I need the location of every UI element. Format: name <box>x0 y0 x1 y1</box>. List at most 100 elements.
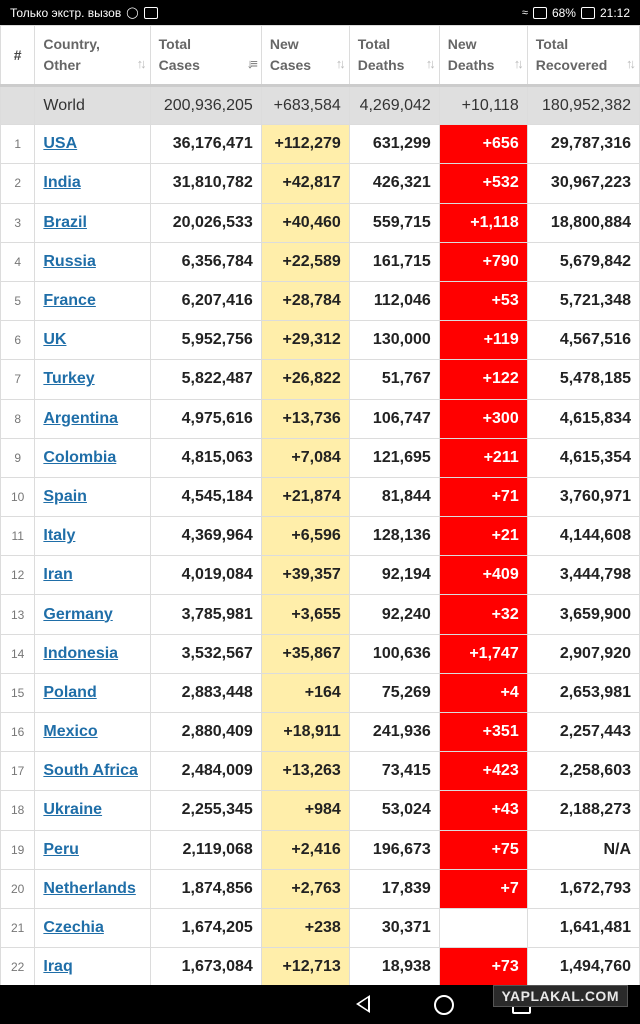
row-rank: 17 <box>0 751 36 792</box>
new-cases-cell: +2,416 <box>260 829 350 870</box>
new-deaths-cell: +43 <box>438 790 528 831</box>
total-recovered-cell: 2,188,273 <box>526 790 640 831</box>
table-row: 6 UK 5,952,756 +29,312 130,000 +119 4,567,516 <box>0 320 640 361</box>
country-cell: France <box>34 280 151 322</box>
new-cases-cell: +12,713 <box>260 947 350 985</box>
country-link[interactable]: Turkey <box>43 370 95 388</box>
row-rank: 1 <box>0 124 36 165</box>
total-deaths-cell: 100,636 <box>348 633 440 674</box>
new-cases-cell: +13,736 <box>260 398 350 439</box>
country-link[interactable]: Netherlands <box>43 879 136 897</box>
row-rank: 3 <box>0 202 36 243</box>
country-name: World <box>34 84 151 126</box>
total-cases-cell: 36,176,471 <box>149 124 262 165</box>
col-header-rank[interactable]: # <box>0 25 36 87</box>
country-link[interactable]: USA <box>43 135 78 153</box>
col-header-new-cases[interactable]: New Cases ↑↓ <box>260 25 350 87</box>
total-cases-cell: 4,815,063 <box>149 437 262 478</box>
country-link[interactable]: Argentina <box>43 409 119 427</box>
total-deaths-cell: 53,024 <box>348 790 440 831</box>
country-link[interactable]: Russia <box>43 252 96 270</box>
row-rank: 14 <box>0 633 36 674</box>
country-link[interactable]: Czechia <box>43 919 104 937</box>
total-recovered-cell: 3,760,971 <box>526 476 640 518</box>
col-header-total-recovered[interactable]: Total Recovered ↑↓ <box>526 25 640 87</box>
sort-desc-icon[interactable]: ↓≡ <box>246 56 258 71</box>
new-deaths-cell: +122 <box>438 359 528 400</box>
table-row: 10 Spain 4,545,184 +21,874 81,844 +71 3,760,97… <box>0 476 640 518</box>
country-link[interactable]: France <box>43 292 96 310</box>
total-cases-cell: 31,810,782 <box>149 163 262 204</box>
row-rank: 9 <box>0 437 36 478</box>
total-deaths-cell: 426,321 <box>348 163 440 204</box>
total-recovered-cell: 4,615,834 <box>526 398 640 439</box>
new-deaths-cell: +656 <box>438 124 528 165</box>
total-recovered-cell: 5,478,185 <box>526 359 640 400</box>
country-link[interactable]: Spain <box>43 487 87 505</box>
total-cases-cell: 1,673,084 <box>149 947 262 985</box>
new-deaths-cell: +409 <box>438 555 528 596</box>
country-link[interactable]: Brazil <box>43 213 87 231</box>
country-cell: USA <box>34 124 151 165</box>
table-row: 4 Russia 6,356,784 +22,589 161,715 +790 5,679,… <box>0 241 640 282</box>
country-link[interactable]: Germany <box>43 605 113 623</box>
total-cases-cell: 5,952,756 <box>149 320 262 361</box>
country-link[interactable]: UK <box>43 331 67 349</box>
country-link[interactable]: South Africa <box>43 762 138 780</box>
table-row: 9 Colombia 4,815,063 +7,084 121,695 +211 4,615… <box>0 437 640 478</box>
total-cases-cell: 2,255,345 <box>149 790 262 831</box>
total-deaths-cell: 128,136 <box>348 516 440 557</box>
col-header-total-cases[interactable]: Total Cases ↓≡ <box>149 25 262 87</box>
sort-icon[interactable]: ↑↓ <box>335 56 346 71</box>
new-deaths-cell: +73 <box>438 947 528 985</box>
country-link[interactable]: Indonesia <box>43 644 119 662</box>
new-deaths-cell: +119 <box>438 320 528 361</box>
table-row: 12 Iran 4,019,084 +39,357 92,194 +409 3,444,79… <box>0 555 640 596</box>
country-link[interactable]: Iraq <box>43 958 73 976</box>
new-cases-cell: +683,584 <box>260 84 350 126</box>
country-link[interactable]: India <box>43 174 81 192</box>
table-row: 13 Germany 3,785,981 +3,655 92,240 +32 3,659,9… <box>0 594 640 635</box>
table-row: 22 Iraq 1,673,084 +12,713 18,938 +73 1,494,760 <box>0 947 640 985</box>
battery-level: 68% <box>551 5 576 20</box>
row-rank: 21 <box>0 907 36 949</box>
sort-icon[interactable]: ↑↓ <box>513 56 524 71</box>
sort-icon[interactable]: ↑↓ <box>425 56 436 71</box>
stats-table-container[interactable]: # Country, Other ↑↓ Total Cases ↓≡ New Cas… <box>0 25 640 985</box>
table-row: 20 Netherlands 1,874,856 +2,763 17,839 +7 1,67… <box>0 868 640 909</box>
total-cases-cell: 2,119,068 <box>149 829 262 870</box>
country-link[interactable]: Poland <box>43 683 97 701</box>
new-cases-cell: +42,817 <box>260 163 350 204</box>
total-recovered-cell: 5,679,842 <box>526 241 640 282</box>
country-link[interactable]: Mexico <box>43 723 98 741</box>
col-header-new-deaths[interactable]: New Deaths ↑↓ <box>438 25 528 87</box>
new-deaths-cell: +71 <box>438 476 528 518</box>
country-link[interactable]: Iran <box>43 566 73 584</box>
new-deaths-cell: +53 <box>438 280 528 322</box>
total-deaths-cell: 81,844 <box>348 476 440 518</box>
col-header-country[interactable]: Country, Other ↑↓ <box>34 25 151 87</box>
total-deaths-cell: 18,938 <box>348 947 440 985</box>
home-icon[interactable] <box>434 995 454 1015</box>
table-row: 7 Turkey 5,822,487 +26,822 51,767 +122 5,478,1… <box>0 359 640 400</box>
new-cases-cell: +28,784 <box>260 280 350 322</box>
country-cell: Iran <box>34 555 151 596</box>
sort-icon[interactable]: ↑↓ <box>136 56 147 71</box>
country-cell: UK <box>34 320 151 361</box>
country-link[interactable]: Colombia <box>43 448 117 466</box>
total-recovered-cell: 18,800,884 <box>526 202 640 243</box>
country-link[interactable]: Ukraine <box>43 801 103 819</box>
country-link[interactable]: Peru <box>43 840 79 858</box>
row-rank: 18 <box>0 790 36 831</box>
total-cases-cell: 2,883,448 <box>149 672 262 714</box>
row-rank: 12 <box>0 555 36 596</box>
table-row: 16 Mexico 2,880,409 +18,911 241,936 +351 2,257… <box>0 711 640 753</box>
sort-icon[interactable]: ↑↓ <box>626 56 636 71</box>
total-deaths-cell: 51,767 <box>348 359 440 400</box>
country-cell: Colombia <box>34 437 151 478</box>
table-row: 18 Ukraine 2,255,345 +984 53,024 +43 2,188,273 <box>0 790 640 831</box>
col-header-total-deaths[interactable]: Total Deaths ↑↓ <box>348 25 440 87</box>
country-link[interactable]: Italy <box>43 527 76 545</box>
country-cell: Germany <box>34 594 151 635</box>
new-cases-cell: +984 <box>260 790 350 831</box>
